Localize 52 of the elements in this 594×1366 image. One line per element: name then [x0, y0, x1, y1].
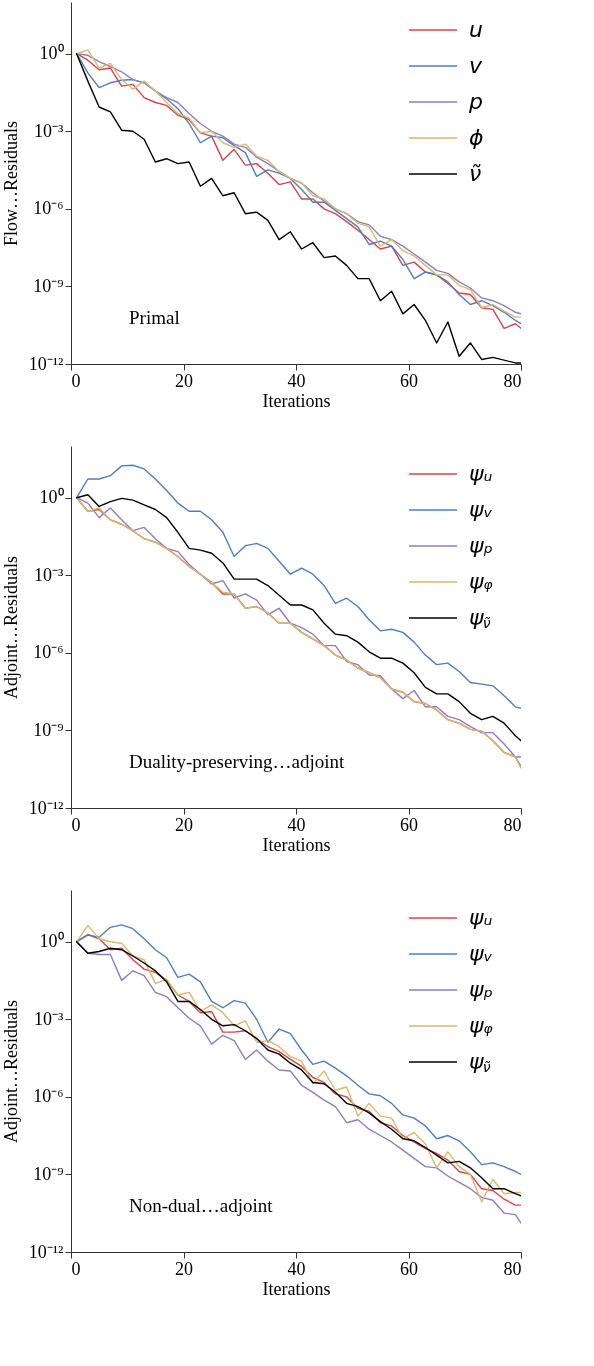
- legend-label: u: [469, 17, 483, 42]
- annotation: Duality-preserving…adjoint: [129, 751, 345, 772]
- y-tick-label: 10⁻³: [34, 120, 65, 141]
- y-tick-label: 10⁻⁶: [33, 642, 64, 663]
- y-tick-label: 10⁻¹²: [28, 797, 64, 818]
- y-tick-label: 10⁻³: [34, 1008, 65, 1029]
- x-tick-label: 40: [287, 370, 306, 391]
- x-axis-title: Iterations: [262, 1278, 331, 1299]
- x-tick-label: 20: [175, 1258, 193, 1279]
- y-tick-label: 10⁻⁹: [33, 1163, 64, 1184]
- y-tick-label: 10⁰: [39, 487, 64, 508]
- x-tick-label: 20: [175, 814, 193, 835]
- annotation: Primal: [129, 307, 180, 328]
- y-tick-label: 10⁻¹²: [28, 353, 64, 374]
- y-tick-label: 10⁰: [39, 931, 64, 952]
- y-axis-title: Adjoint…Residuals: [0, 1000, 21, 1143]
- x-tick-label: 40: [287, 1258, 306, 1279]
- legend-label: v: [469, 53, 483, 78]
- legend-label: ψₚ: [469, 533, 493, 558]
- x-tick-label: 80: [503, 814, 522, 835]
- y-tick-label: 10⁻⁶: [33, 1086, 64, 1107]
- y-tick-label: 10⁻¹²: [28, 1241, 64, 1262]
- legend-label: ϕ: [469, 125, 484, 150]
- legend-label: ψᵥ: [469, 941, 493, 966]
- y-tick-label: 10⁻⁶: [33, 198, 64, 219]
- x-tick-label: 20: [175, 370, 193, 391]
- x-tick-label: 0: [71, 1258, 81, 1279]
- x-axis-title: Iterations: [262, 390, 331, 411]
- x-tick-label: 80: [503, 370, 522, 391]
- y-tick-label: 10⁻³: [34, 564, 65, 585]
- annotation: Non-dual…adjoint: [129, 1195, 274, 1216]
- y-tick-label: 10⁰: [39, 43, 64, 64]
- legend-label: ψᵤ: [469, 905, 493, 930]
- legend-label: ψᵩ: [469, 569, 493, 594]
- legend-label: ν̃: [469, 161, 482, 186]
- x-tick-label: 60: [400, 814, 418, 835]
- x-tick-label: 60: [400, 1258, 418, 1279]
- x-tick-label: 60: [400, 370, 418, 391]
- x-tick-label: 40: [287, 814, 306, 835]
- y-tick-label: 10⁻⁹: [33, 719, 64, 740]
- legend-label: ψᵤ: [469, 461, 493, 486]
- legend-label: ψᵩ: [469, 1013, 493, 1038]
- y-axis-title: Adjoint…Residuals: [0, 556, 21, 699]
- y-tick-label: 10⁻⁹: [33, 275, 64, 296]
- y-axis-title: Flow…Residuals: [0, 120, 21, 247]
- legend-label: ψᵥ: [469, 497, 493, 522]
- x-tick-label: 80: [503, 1258, 522, 1279]
- x-tick-label: 0: [71, 814, 81, 835]
- legend-label: ψₚ: [469, 977, 493, 1002]
- x-axis-title: Iterations: [262, 834, 331, 855]
- x-tick-label: 0: [71, 370, 81, 391]
- legend-label: p: [468, 89, 483, 114]
